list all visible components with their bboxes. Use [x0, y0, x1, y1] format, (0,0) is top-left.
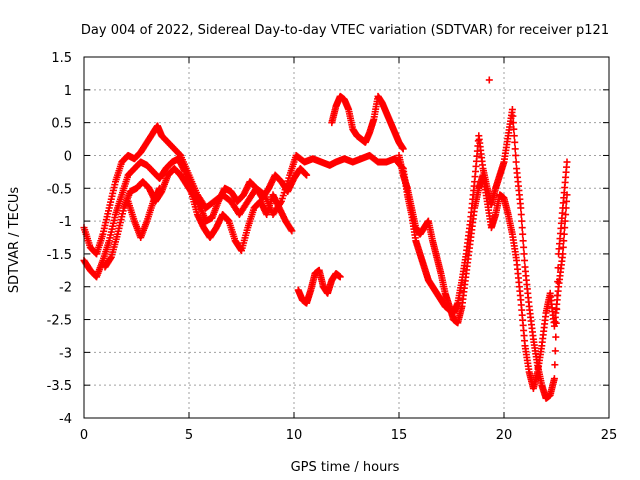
chart-title: Day 004 of 2022, Sidereal Day-to-day VTE…: [81, 23, 609, 38]
data-point: [554, 278, 562, 286]
data-point: [520, 243, 528, 251]
x-tick-label: 15: [391, 428, 408, 443]
y-tick-label: 0.5: [51, 117, 72, 132]
data-point: [156, 184, 164, 192]
data-point: [560, 237, 568, 245]
data-point: [550, 375, 558, 383]
data-point: [512, 151, 520, 159]
y-tick-label: -3.5: [47, 379, 72, 394]
y-tick-label: -3: [59, 346, 72, 361]
y-tick-label: 1: [64, 84, 72, 99]
data-point: [510, 132, 518, 140]
data-point: [554, 264, 562, 272]
data-point: [521, 256, 529, 264]
data-point: [517, 204, 525, 212]
data-point: [508, 106, 516, 114]
y-tick-label: -2.5: [47, 314, 72, 329]
data-point: [519, 230, 527, 238]
data-point: [511, 138, 519, 146]
data-point: [512, 158, 520, 166]
y-tick-label: -1.5: [47, 248, 72, 263]
y-axis-label: SDTVAR / TECUs: [7, 187, 22, 294]
plot-frame: [83, 56, 610, 419]
data-point: [511, 145, 519, 153]
data-point: [563, 158, 571, 166]
data-point: [288, 227, 296, 235]
x-tick-label: 20: [496, 428, 513, 443]
y-tick-label: -0.5: [47, 182, 72, 197]
data-point: [399, 145, 407, 153]
outlier-point: [485, 76, 493, 84]
data-point: [553, 291, 561, 299]
data-point: [336, 273, 344, 281]
x-axis-label: GPS time / hours: [291, 460, 400, 475]
x-tick-label: 10: [286, 428, 303, 443]
y-tick-label: -2: [59, 281, 72, 296]
data-points: [80, 76, 571, 402]
data-point: [559, 243, 567, 251]
data-point: [509, 119, 517, 127]
axis-ticks: 0 5 10 15 20 25 -4 -3.5 -3 -2.5 -2 -1.5 -1 -0.5 0 0.5 1 1…: [47, 51, 618, 443]
y-tick-label: -4: [59, 412, 72, 427]
data-point: [551, 361, 559, 369]
x-tick-label: 5: [185, 428, 193, 443]
data-point: [551, 347, 559, 355]
data-point: [303, 171, 311, 179]
data-point: [563, 197, 571, 205]
x-tick-label: 25: [601, 428, 618, 443]
data-point: [509, 112, 517, 120]
y-tick-label: 0: [64, 149, 72, 164]
grid-lines: [84, 57, 609, 418]
data-point: [510, 125, 518, 133]
data-point: [520, 250, 528, 258]
data-point: [518, 224, 526, 232]
data-point: [519, 237, 527, 245]
data-point: [517, 211, 525, 219]
data-point: [552, 333, 560, 341]
data-point: [562, 211, 570, 219]
y-tick-label: -1: [59, 215, 72, 230]
x-tick-label: 0: [80, 428, 88, 443]
y-tick-label: 1.5: [51, 51, 72, 66]
data-point: [553, 305, 561, 313]
data-point: [552, 319, 560, 327]
data-point: [518, 217, 526, 225]
